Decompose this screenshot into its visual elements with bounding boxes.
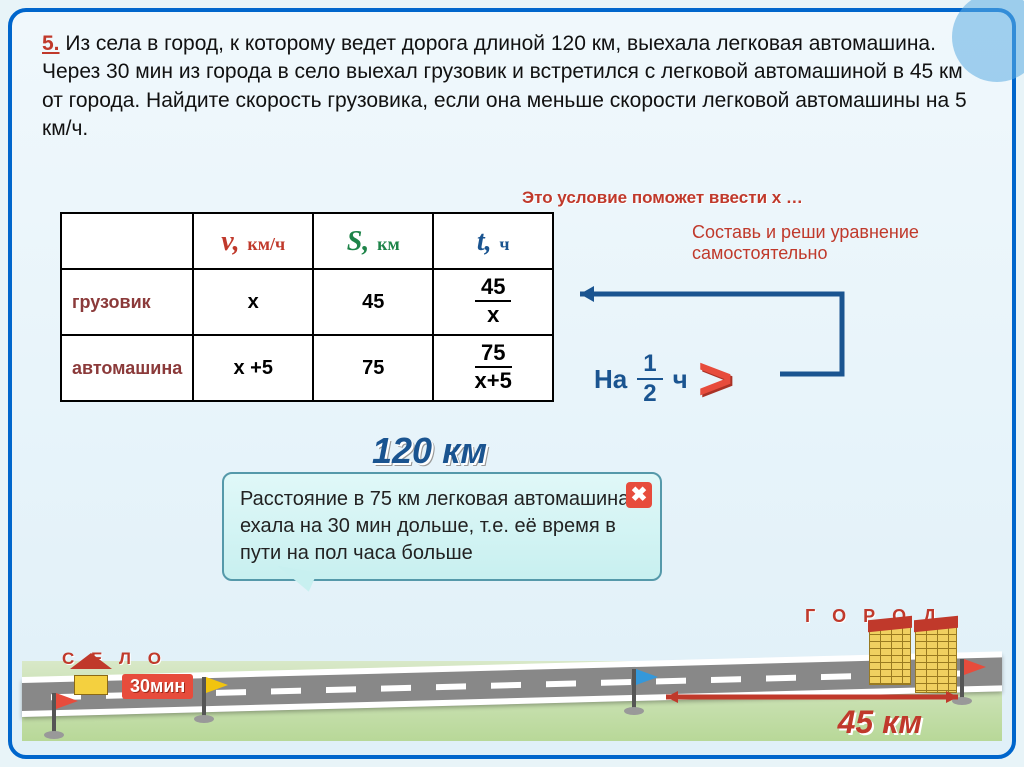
road-scene: Г О Р О Д С Е Л О 30мин 45 км [12,585,1012,755]
bubble-text: Расстояние в 75 км легковая автомашина е… [240,488,629,564]
city-buildings-icon [869,627,957,693]
data-table: v, км/ч S, км t, ч грузовик х 45 45х авт… [60,212,554,402]
flag-red-icon [52,693,56,733]
problem-text: 5. Из села в город, к которому ведет дор… [42,30,982,143]
total-distance: 120 км [372,430,487,472]
house-icon [70,665,112,695]
col-header-s: S, км [313,213,433,269]
row-label: грузовик [61,269,193,335]
cell-s: 75 [313,335,433,401]
greater-sign: > [698,355,733,403]
flag-red-icon [960,659,964,699]
tag-30min: 30мин [122,674,193,699]
problem-body: Из села в город, к которому ведет дорога… [42,32,967,140]
distance-45: 45 км [838,704,922,741]
row-label: автомашина [61,335,193,401]
cell-t: 75х+5 [433,335,553,401]
col-header-v: v, км/ч [193,213,313,269]
table-row: грузовик х 45 45х [61,269,553,335]
problem-number: 5. [42,32,60,55]
table-empty-cell [61,213,193,269]
flag-blue-icon [632,669,636,709]
compare-word: На [594,364,627,395]
hint: Это условие поможет ввести х … [522,188,803,208]
compare-block: На 1 2 ч > [594,352,733,406]
speech-bubble: Расстояние в 75 км легковая автомашина е… [222,472,662,581]
table-row: автомашина х +5 75 75х+5 [61,335,553,401]
cell-s: 45 [313,269,433,335]
slide-frame: 5. Из села в город, к которому ведет дор… [8,8,1016,759]
flag-yellow-icon [202,677,206,717]
instruction: Составь и реши уравнение самостоятельно [692,222,992,264]
compare-unit: ч [673,364,688,395]
cell-v: х +5 [193,335,313,401]
cell-t: 45х [433,269,553,335]
col-header-t: t, ч [433,213,553,269]
cell-v: х [193,269,313,335]
close-icon[interactable]: ✖ [626,482,652,508]
